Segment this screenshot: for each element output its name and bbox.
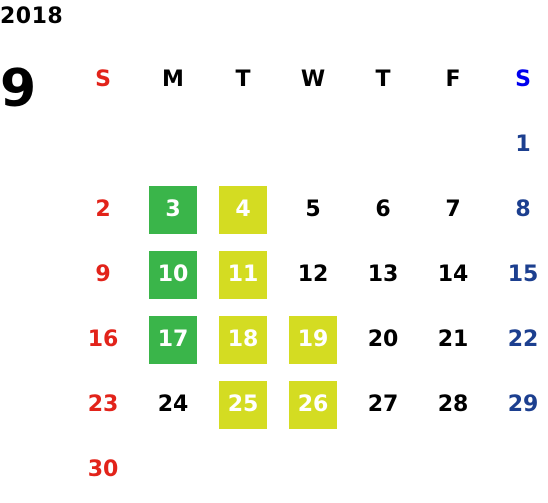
- calendar-cell: 28: [418, 372, 488, 437]
- calendar-cell: 23: [68, 372, 138, 437]
- calendar-cell: 19: [278, 307, 348, 372]
- day-17[interactable]: 17: [149, 315, 197, 364]
- calendar-cell: 17: [138, 307, 208, 372]
- calendar-cell: 8: [488, 177, 548, 242]
- day-6[interactable]: 6: [375, 196, 391, 222]
- day-7[interactable]: 7: [445, 196, 461, 222]
- day-9[interactable]: 9: [95, 261, 111, 287]
- calendar-cell: 25: [208, 372, 278, 437]
- day-10[interactable]: 10: [149, 250, 197, 299]
- calendar-cell: 1: [488, 112, 548, 177]
- calendar-cell: 21: [418, 307, 488, 372]
- calendar-cell: 3: [138, 177, 208, 242]
- day-8[interactable]: 8: [515, 196, 531, 222]
- day-20[interactable]: 20: [367, 326, 399, 352]
- calendar-cell: [68, 112, 138, 177]
- calendar-cell: 11: [208, 242, 278, 307]
- calendar-cell: 24: [138, 372, 208, 437]
- day-22[interactable]: 22: [507, 326, 539, 352]
- calendar-cell: [208, 112, 278, 177]
- day-5[interactable]: 5: [305, 196, 321, 222]
- weekday-header-wednesday: W: [300, 67, 326, 92]
- calendar-cell: 10: [138, 242, 208, 307]
- calendar-grid: S M T W T F S 1 2 3 4 5 6 7 8 9 10 11 12 13 14 15 16 17 18 19 20 21…: [68, 48, 548, 502]
- calendar-cell: [348, 437, 418, 502]
- calendar-cell: 26: [278, 372, 348, 437]
- calendar-cell: [418, 437, 488, 502]
- day-29[interactable]: 29: [507, 391, 539, 417]
- weekday-header-saturday: S: [515, 67, 531, 92]
- calendar-cell: [418, 112, 488, 177]
- day-18[interactable]: 18: [219, 315, 267, 364]
- day-16[interactable]: 16: [87, 326, 119, 352]
- calendar-cell: [278, 437, 348, 502]
- day-1[interactable]: 1: [515, 131, 531, 157]
- calendar-cell: 9: [68, 242, 138, 307]
- day-12[interactable]: 12: [297, 261, 329, 287]
- weekday-header-tuesday: T: [235, 67, 251, 92]
- calendar-cell: 20: [348, 307, 418, 372]
- day-24[interactable]: 24: [157, 391, 189, 417]
- calendar-cell: 18: [208, 307, 278, 372]
- day-21[interactable]: 21: [437, 326, 469, 352]
- calendar-cell: [348, 112, 418, 177]
- calendar-cell: 12: [278, 242, 348, 307]
- calendar-cell: 2: [68, 177, 138, 242]
- calendar-cell: 22: [488, 307, 548, 372]
- day-13[interactable]: 13: [367, 261, 399, 287]
- weekday-header-friday: F: [445, 67, 461, 92]
- calendar-cell: [138, 437, 208, 502]
- day-14[interactable]: 14: [437, 261, 469, 287]
- weekday-header-sunday: S: [95, 67, 111, 92]
- calendar-cell: [208, 437, 278, 502]
- day-25[interactable]: 25: [219, 380, 267, 429]
- calendar-cell: 29: [488, 372, 548, 437]
- day-2[interactable]: 2: [95, 196, 111, 222]
- day-27[interactable]: 27: [367, 391, 399, 417]
- day-23[interactable]: 23: [87, 391, 119, 417]
- calendar-cell: 14: [418, 242, 488, 307]
- calendar-cell: [138, 112, 208, 177]
- day-4[interactable]: 4: [219, 185, 267, 234]
- calendar-cell: 15: [488, 242, 548, 307]
- calendar-cell: 7: [418, 177, 488, 242]
- calendar-cell: 13: [348, 242, 418, 307]
- day-30[interactable]: 30: [87, 456, 119, 482]
- day-3[interactable]: 3: [149, 185, 197, 234]
- calendar-cell: [488, 437, 548, 502]
- calendar-cell: [278, 112, 348, 177]
- calendar-cell: 30: [68, 437, 138, 502]
- calendar-cell: 27: [348, 372, 418, 437]
- month-number: 9: [0, 59, 37, 119]
- calendar-cell: 6: [348, 177, 418, 242]
- year-label: 2018: [0, 4, 64, 29]
- day-11[interactable]: 11: [219, 250, 267, 299]
- weekday-header-thursday: T: [375, 67, 391, 92]
- calendar-cell: 4: [208, 177, 278, 242]
- day-15[interactable]: 15: [507, 261, 539, 287]
- day-19[interactable]: 19: [289, 315, 337, 364]
- calendar-cell: 5: [278, 177, 348, 242]
- day-28[interactable]: 28: [437, 391, 469, 417]
- calendar-cell: 16: [68, 307, 138, 372]
- weekday-header-monday: M: [162, 67, 184, 92]
- day-26[interactable]: 26: [289, 380, 337, 429]
